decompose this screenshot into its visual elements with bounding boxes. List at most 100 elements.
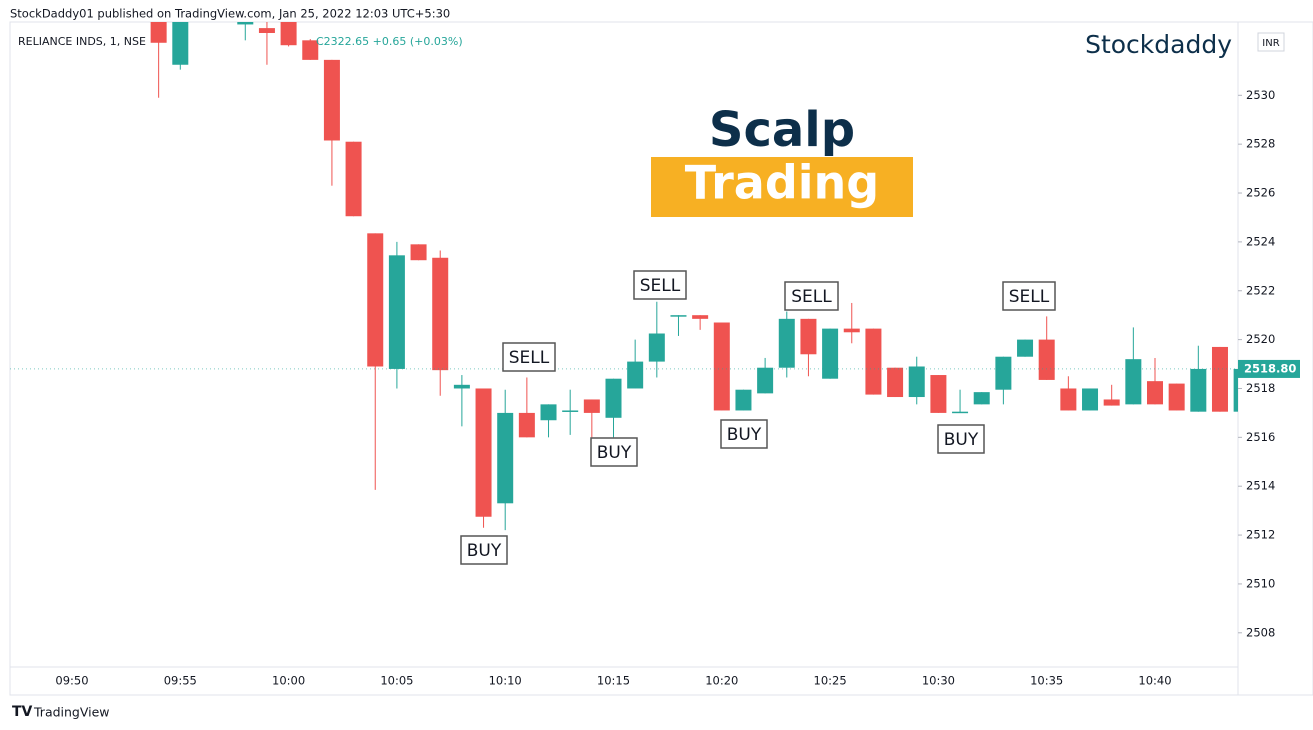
x-tick-label: 10:00 <box>272 674 305 688</box>
x-tick-label: 10:10 <box>489 674 522 688</box>
candle-body <box>670 315 687 317</box>
candles <box>150 22 1238 531</box>
candle-body <box>995 356 1012 390</box>
candle-body <box>713 322 730 411</box>
candle-body <box>843 328 860 333</box>
candle-body <box>497 412 514 504</box>
candle-body <box>345 141 362 217</box>
signal-box <box>460 535 508 565</box>
x-tick-label: 10:15 <box>597 674 630 688</box>
publish-header: StockDaddy01 published on TradingView.co… <box>10 7 450 21</box>
candle-body <box>1211 346 1228 412</box>
signal-label: SELL <box>791 287 832 307</box>
legend-values: C2322.65 +0.65 (+0.03%) <box>316 35 463 48</box>
candle-body <box>800 318 817 355</box>
signal-label: BUY <box>944 430 979 450</box>
candle-body <box>410 244 427 261</box>
last-price-label: 2518.80 <box>1244 361 1296 375</box>
candle-body <box>1038 339 1055 380</box>
candle-body <box>865 328 882 395</box>
frame <box>9 21 1313 696</box>
y-tick-label: 2512 <box>1246 528 1275 542</box>
y-tick-label: 2510 <box>1246 576 1275 590</box>
candle-body <box>757 367 774 394</box>
candle-body <box>1147 381 1163 405</box>
y-tick-label: 2522 <box>1246 283 1275 297</box>
candle-body <box>1060 388 1077 411</box>
candle-body <box>453 384 470 389</box>
signal-label: BUY <box>727 425 762 445</box>
candle-body <box>952 411 969 414</box>
signal-box <box>720 419 768 449</box>
candle-body <box>367 233 384 367</box>
candle-body <box>778 318 795 368</box>
candle-body <box>237 22 254 25</box>
candle-body <box>432 257 449 371</box>
symbol: RELIANCE INDS, 1, NSE <box>18 35 146 48</box>
candle-body <box>388 255 405 369</box>
signal-label: SELL <box>509 348 550 368</box>
candle-body <box>323 59 340 141</box>
currency-box <box>1257 32 1285 52</box>
candle-body <box>1017 339 1034 357</box>
x-tick-label: 09:50 <box>55 674 88 688</box>
signal-box <box>633 270 687 300</box>
tv-logo: 𝗧𝗩 <box>12 704 33 720</box>
currency: INR <box>1262 38 1279 49</box>
candle-body <box>887 367 904 398</box>
y-tick-label: 2524 <box>1246 234 1275 248</box>
candle-body <box>930 375 947 413</box>
signal-box <box>1002 281 1056 311</box>
y-tick-label: 2528 <box>1246 137 1275 151</box>
x-tick-label: 10:05 <box>380 674 413 688</box>
subtitle-box <box>651 157 913 217</box>
signal-label: SELL <box>1009 287 1050 307</box>
subtitle: Trading <box>685 156 879 210</box>
candle-body <box>475 388 492 517</box>
candle-body <box>735 389 752 411</box>
candle-body <box>280 22 297 46</box>
candle-body <box>172 22 189 65</box>
footer: TradingView <box>33 705 110 720</box>
signal-label: BUY <box>597 443 632 463</box>
candle-body <box>540 404 557 421</box>
candle-body <box>1125 359 1142 405</box>
signal-box <box>502 342 556 372</box>
candle-body <box>1190 368 1207 412</box>
x-tick-label: 10:30 <box>922 674 955 688</box>
x-tick-label: 10:40 <box>1138 674 1171 688</box>
candle-body <box>302 40 319 60</box>
last-price-tag <box>1238 359 1300 378</box>
x-tick-label: 10:35 <box>1030 674 1063 688</box>
candle-body <box>692 315 709 319</box>
signal-label: BUY <box>467 541 502 561</box>
y-tick-label: 2514 <box>1246 479 1275 493</box>
y-tick-label: 2516 <box>1246 430 1275 444</box>
y-tick-label: 2518 <box>1246 381 1275 395</box>
signal-box <box>590 437 638 467</box>
signal-box <box>937 424 985 454</box>
candle-body <box>1168 383 1185 411</box>
x-tick-label: 10:20 <box>705 674 738 688</box>
candle-body <box>562 410 579 412</box>
candle-body <box>518 412 535 438</box>
x-tick-label: 10:25 <box>814 674 847 688</box>
candle-body <box>627 361 644 389</box>
y-tick-label: 2520 <box>1246 332 1275 346</box>
candle-body <box>583 399 600 413</box>
candle-body <box>1082 388 1099 411</box>
x-tick-label: 09:55 <box>164 674 197 688</box>
candle-body <box>908 366 925 398</box>
y-tick-label: 2530 <box>1246 88 1275 102</box>
y-tick-label: 2526 <box>1246 186 1275 200</box>
candle-body <box>258 28 275 33</box>
candle-body <box>822 328 839 379</box>
signal-label: SELL <box>640 276 681 296</box>
candle-body <box>973 392 990 405</box>
candle-body <box>648 333 665 362</box>
candle-body <box>150 22 167 43</box>
candle-body <box>1233 368 1238 412</box>
title: Scalp <box>709 102 855 158</box>
signal-box <box>784 281 839 311</box>
